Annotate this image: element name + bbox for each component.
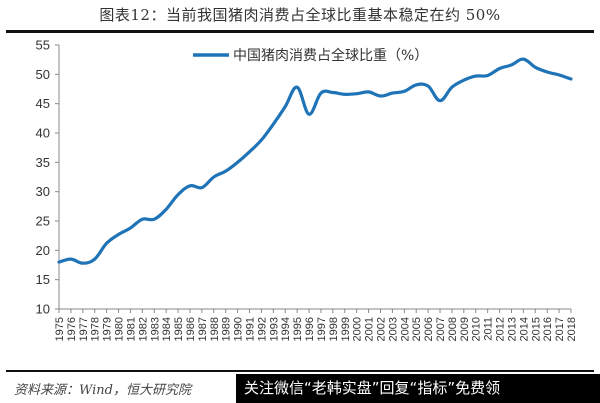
x-tick-label: 1982 (137, 317, 149, 341)
y-tick-label: 45 (36, 96, 50, 111)
x-tick-label: 1985 (173, 317, 185, 341)
x-tick-label: 1980 (114, 317, 126, 341)
x-tick-label: 1997 (316, 317, 328, 341)
x-tick-label: 1989 (221, 317, 233, 341)
x-tick-label: 1978 (90, 317, 102, 341)
x-tick-label: 2006 (423, 317, 435, 341)
y-tick-label: 55 (36, 38, 50, 53)
x-tick-label: 1979 (102, 317, 114, 341)
x-tick-label: 1983 (149, 317, 161, 341)
x-tick-label: 1986 (185, 317, 197, 341)
y-tick-label: 15 (36, 272, 50, 287)
source-note: 资料来源：Wind，恒大研究院 (14, 383, 191, 398)
x-tick-label: 2011 (483, 317, 495, 341)
x-tick-label: 2008 (447, 317, 459, 341)
x-tick-label: 1976 (66, 317, 78, 341)
x-tick-label: 2003 (387, 317, 399, 341)
title-divider (6, 30, 594, 33)
watermark-banner: 关注微信“老韩实盘”回复“指标”免费领 (236, 374, 600, 403)
x-tick-label: 2012 (495, 317, 507, 341)
x-tick-label: 1981 (125, 317, 137, 341)
x-tick-label: 1999 (340, 317, 352, 341)
x-axis: 1975 1976 1977 1978 1979 1980 1981 1982 1983 1984… (54, 308, 578, 341)
x-tick-label: 2017 (554, 317, 566, 341)
footer-divider (6, 370, 594, 372)
series-line-china-pork-share (57, 57, 573, 265)
x-tick-label: 2007 (435, 317, 447, 341)
x-tick-label: 1991 (245, 317, 257, 341)
x-tick-label: 2002 (375, 317, 387, 341)
x-tick-label: 2015 (530, 317, 542, 341)
line-chart: 10 15 20 25 30 35 40 45 50 55 1975 1976 1977 1978 197… (36, 38, 578, 342)
x-tick-label: 1984 (161, 317, 173, 341)
x-tick-label: 1992 (256, 317, 268, 341)
x-tick-label: 1996 (304, 317, 316, 341)
x-tick-label: 1995 (292, 317, 304, 341)
chart-title: 图表12：当前我国猪肉消费占全球比重基本稳定在约 50% (99, 6, 501, 24)
y-tick-label: 35 (36, 155, 50, 170)
x-tick-label: 2013 (506, 317, 518, 341)
x-tick-label: 2016 (542, 317, 554, 341)
x-tick-label: 1993 (268, 317, 280, 341)
x-tick-label: 2018 (566, 317, 578, 341)
y-tick-label: 20 (36, 243, 50, 258)
x-tick-label: 2005 (411, 317, 423, 341)
x-tick-label: 1977 (78, 317, 90, 341)
legend-label: 中国猪肉消费占全球比重（%） (233, 47, 428, 64)
x-tick-label: 2000 (352, 317, 364, 341)
x-tick-label: 2014 (518, 317, 530, 341)
x-tick-label: 1987 (197, 317, 209, 341)
y-tick-label: 25 (36, 214, 50, 229)
y-tick-label: 30 (36, 184, 50, 199)
x-tick-label: 2001 (364, 317, 376, 341)
x-tick-label: 2010 (471, 317, 483, 341)
y-tick-label: 50 (36, 67, 50, 82)
x-tick-label: 1998 (328, 317, 340, 341)
y-tick-label: 40 (36, 126, 50, 141)
x-tick-label: 1988 (209, 317, 221, 341)
x-tick-label: 2009 (459, 317, 471, 341)
y-axis: 10 15 20 25 30 35 40 45 50 55 (36, 38, 60, 317)
x-tick-label: 1990 (233, 317, 245, 341)
y-tick-label: 10 (36, 302, 50, 317)
legend: 中国猪肉消费占全球比重（%） (193, 47, 428, 64)
x-tick-label: 1975 (54, 317, 66, 341)
x-tick-label: 2004 (399, 317, 411, 341)
x-tick-label: 1994 (280, 317, 292, 341)
